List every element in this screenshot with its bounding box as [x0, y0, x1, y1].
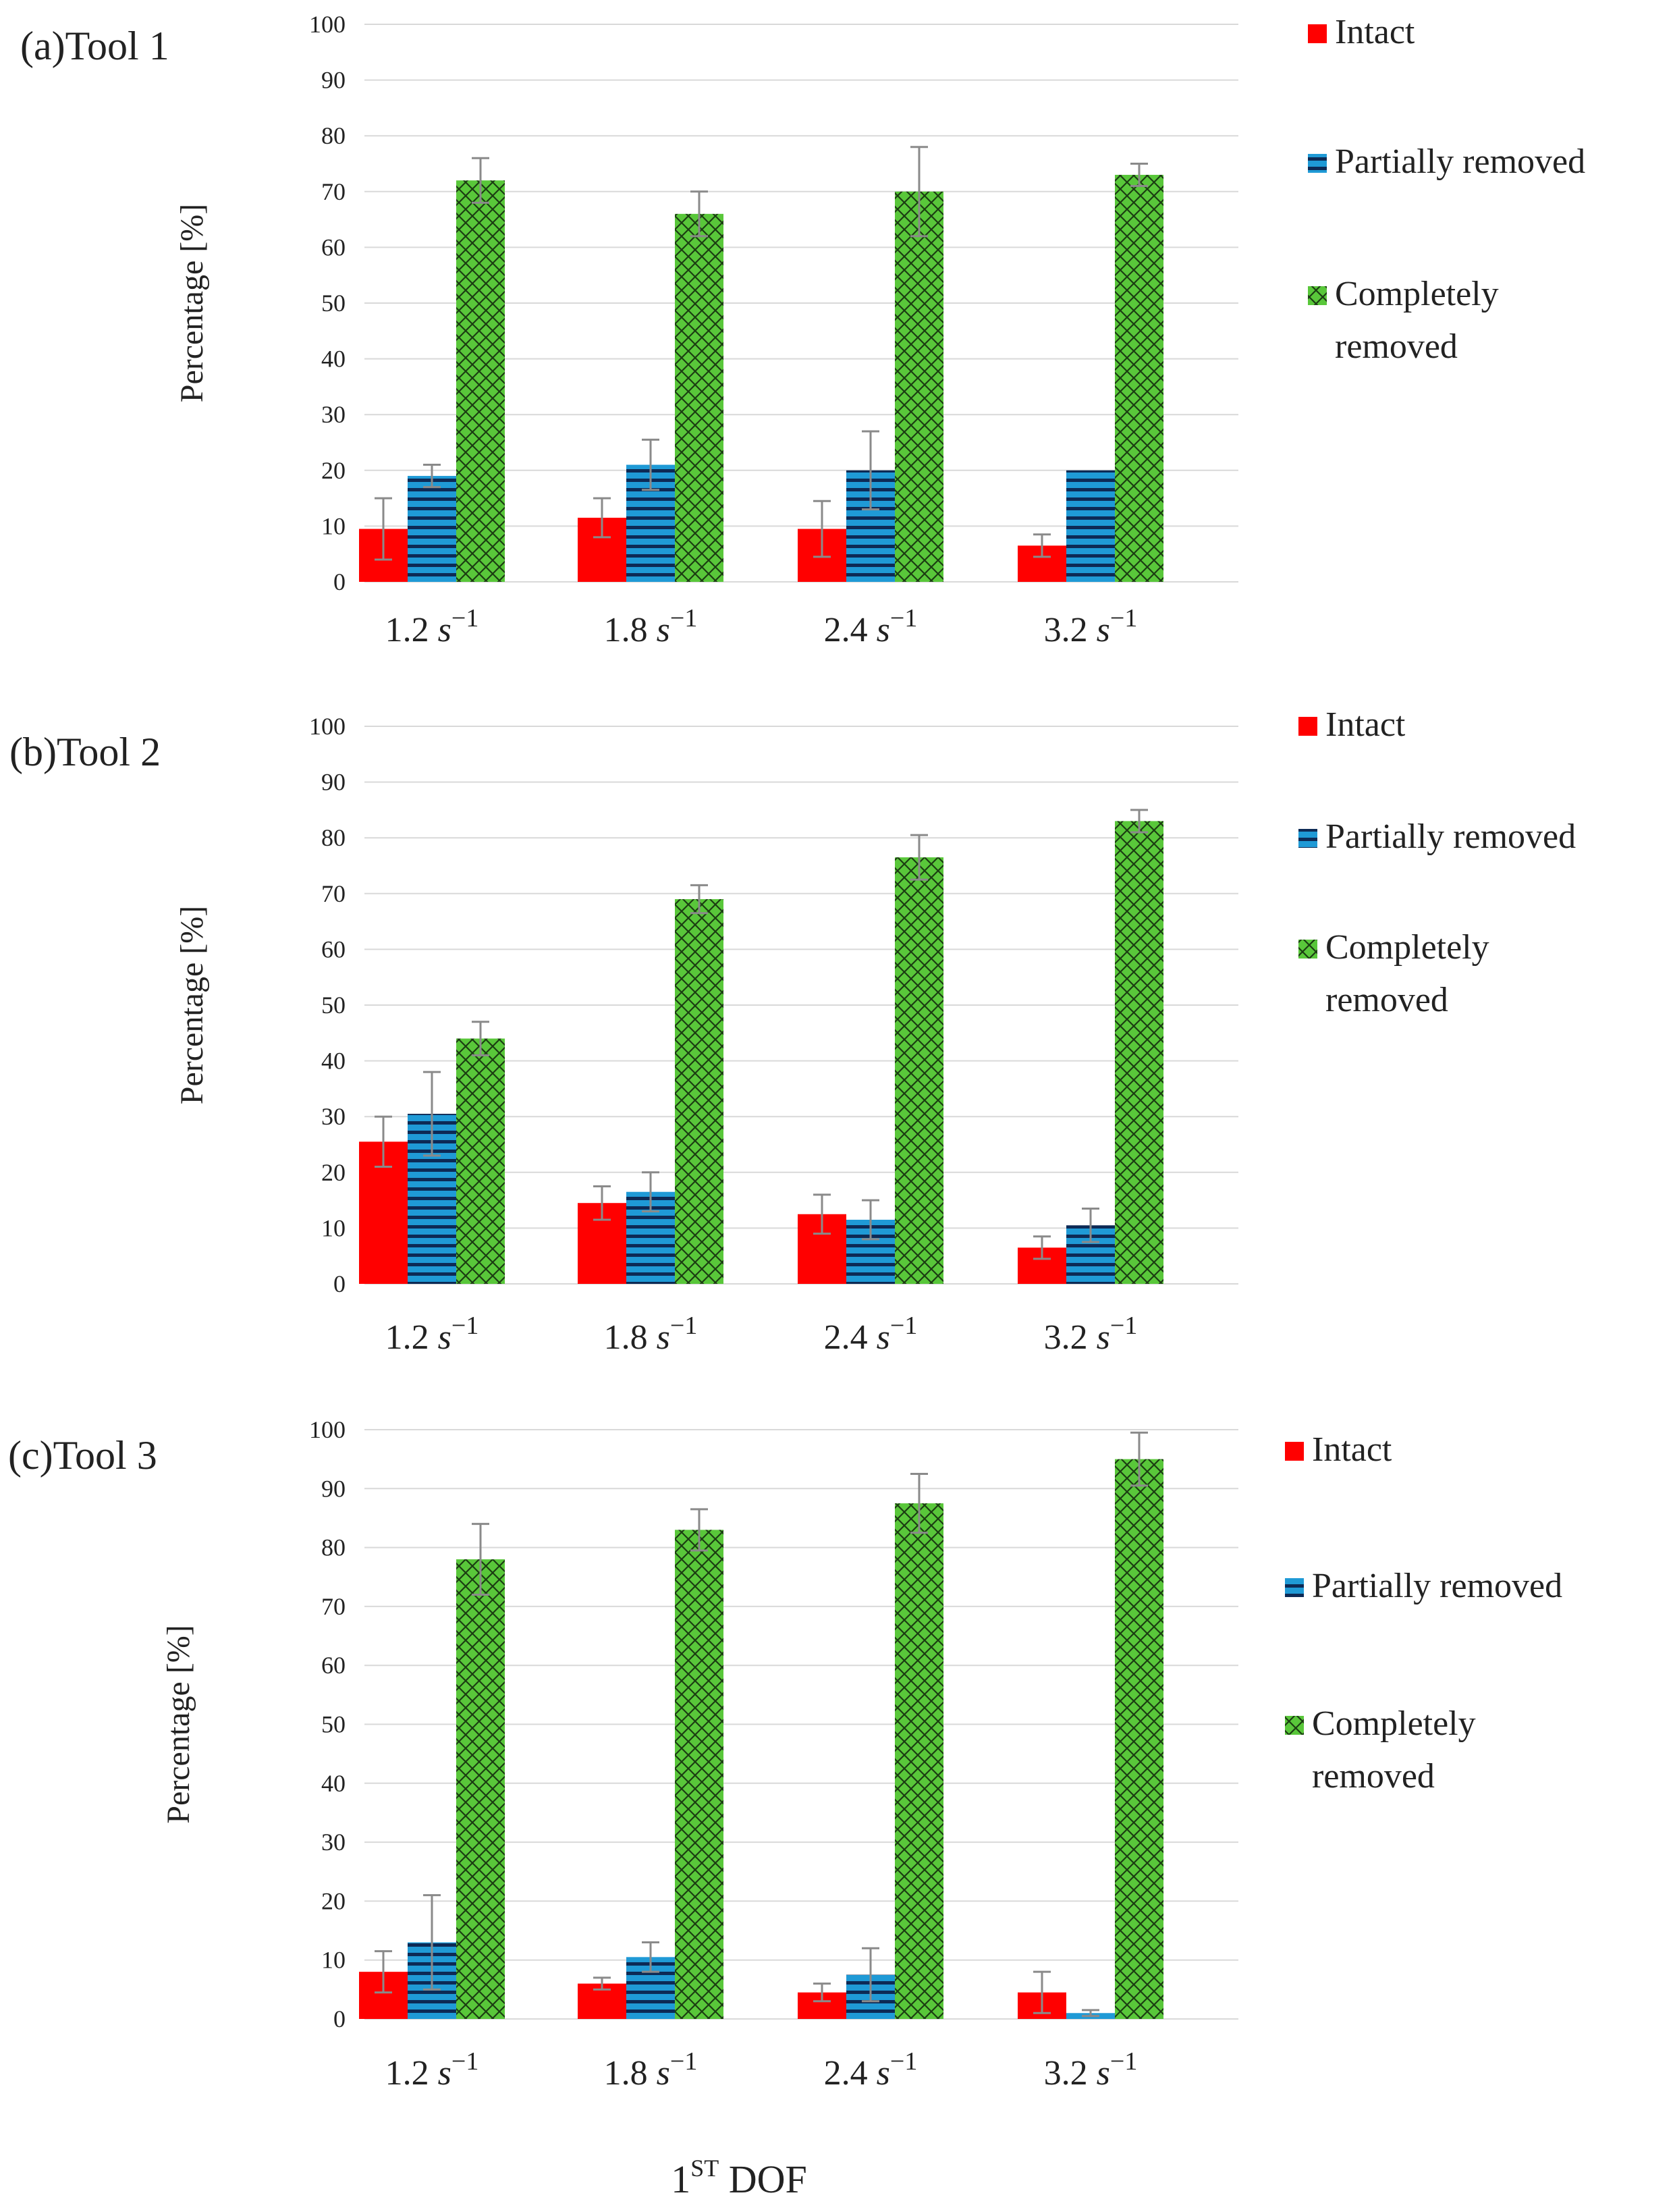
bar-completely-removed	[675, 899, 723, 1284]
y-tick-label: 0	[333, 568, 346, 595]
y-tick-label: 100	[309, 11, 346, 38]
panel-title: (b)Tool 2	[9, 730, 161, 774]
y-tick-label: 70	[321, 178, 346, 205]
legend-swatch-intact	[1308, 24, 1327, 43]
x-axis-title: 1ST DOF	[671, 2155, 807, 2201]
bar-completely-removed	[895, 1503, 943, 2019]
chart-panel-3: 0 10 20 30 40 50 60 70 80 90 100 (c)Tool 3 Percentag…	[8, 1416, 1562, 2093]
x-tick-label: 2.4 s−1	[824, 1312, 918, 1357]
legend-label-completely-removed: removed	[1312, 1757, 1435, 1796]
y-tick-label: 20	[321, 457, 346, 484]
y-tick-label: 40	[321, 1770, 346, 1797]
bar-completely-removed	[1115, 1459, 1163, 2019]
legend-label-completely-removed: Completely	[1312, 1704, 1476, 1743]
bar-completely-removed	[895, 857, 943, 1284]
y-axis-label: Percentage [%]	[174, 204, 210, 403]
y-tick-label: 50	[321, 1711, 346, 1738]
bar-completely-removed	[1115, 175, 1163, 582]
bar-partially-removed	[408, 476, 456, 582]
legend-swatch-completely-removed	[1285, 1716, 1304, 1735]
bar-completely-removed	[675, 213, 723, 583]
y-tick-label: 20	[321, 1887, 346, 1914]
y-axis-label: Percentage [%]	[174, 906, 210, 1105]
y-tick-label: 10	[321, 1214, 346, 1241]
y-tick-label: 10	[321, 512, 346, 539]
legend-label-partially-removed: Partially removed	[1325, 817, 1576, 856]
y-tick-label: 50	[321, 992, 346, 1019]
y-tick-label: 60	[321, 1652, 346, 1679]
y-tick-label: 70	[321, 880, 346, 907]
y-tick-label: 40	[321, 1048, 346, 1075]
x-tick-label: 2.4 s−1	[824, 604, 918, 649]
chart-panel-2: 0 10 20 30 40 50 60 70 80 90 100 (b)Tool 2 Percentag…	[9, 705, 1576, 1357]
y-tick-label: 80	[321, 1534, 346, 1561]
y-tick-label: 30	[321, 401, 346, 428]
y-tick-label: 100	[309, 713, 346, 740]
legend-swatch-partially-removed	[1285, 1578, 1304, 1597]
legend-label-completely-removed: removed	[1325, 981, 1448, 1019]
legend-label-completely-removed: Completely	[1335, 275, 1499, 313]
y-tick-label: 90	[321, 67, 346, 94]
y-tick-label: 60	[321, 936, 346, 963]
bar-completely-removed	[456, 1038, 505, 1284]
y-axis-label: Percentage [%]	[161, 1625, 196, 1824]
bar-partially-removed	[1066, 470, 1115, 582]
y-tick-label: 50	[321, 290, 346, 317]
legend-swatch-completely-removed	[1308, 286, 1327, 305]
legend-swatch-intact	[1298, 717, 1317, 736]
y-tick-label: 70	[321, 1593, 346, 1620]
bar-completely-removed	[675, 1530, 723, 2019]
chart-panel-1: 0 10 20 30 40 50 60 70 80 90 100 (a)Tool 1 Percentag…	[20, 11, 1585, 649]
x-tick-label: 1.8 s−1	[604, 1312, 698, 1357]
x-tick-label: 1.2 s−1	[385, 2047, 479, 2093]
bar-completely-removed	[895, 191, 943, 582]
y-tick-label: 0	[333, 1270, 346, 1297]
legend-label-partially-removed: Partially removed	[1312, 1567, 1562, 1605]
legend-label-intact: Intact	[1325, 705, 1406, 744]
legend-swatch-partially-removed	[1308, 154, 1327, 173]
legend-swatch-partially-removed	[1298, 829, 1317, 848]
y-tick-label: 80	[321, 824, 346, 851]
bar-completely-removed	[456, 1559, 505, 2019]
x-tick-label: 1.2 s−1	[385, 604, 479, 649]
y-tick-label: 10	[321, 1947, 346, 1974]
y-tick-label: 20	[321, 1159, 346, 1186]
y-tick-label: 80	[321, 122, 346, 149]
y-tick-label: 90	[321, 1475, 346, 1502]
x-tick-label: 1.2 s−1	[385, 1312, 479, 1357]
y-tick-label: 30	[321, 1103, 346, 1130]
x-tick-label: 3.2 s−1	[1044, 1312, 1138, 1357]
y-tick-label: 0	[333, 2005, 346, 2032]
x-tick-label: 3.2 s−1	[1044, 2047, 1138, 2093]
bar-completely-removed	[1115, 821, 1163, 1284]
y-tick-label: 90	[321, 769, 346, 796]
y-tick-label: 40	[321, 346, 346, 373]
x-tick-label: 1.8 s−1	[604, 604, 698, 649]
bar-completely-removed	[456, 180, 505, 582]
panel-title: (a)Tool 1	[20, 24, 169, 68]
x-tick-label: 3.2 s−1	[1044, 604, 1138, 649]
legend-swatch-intact	[1285, 1442, 1304, 1461]
y-tick-label: 30	[321, 1829, 346, 1856]
y-tick-label: 100	[309, 1416, 346, 1443]
x-tick-label: 1.8 s−1	[604, 2047, 698, 2093]
legend-label-partially-removed: Partially removed	[1335, 142, 1585, 181]
legend-label-intact: Intact	[1312, 1430, 1392, 1469]
panel-title: (c)Tool 3	[8, 1433, 157, 1478]
y-tick-label: 60	[321, 234, 346, 261]
legend-label-completely-removed: removed	[1335, 327, 1458, 366]
legend-label-intact: Intact	[1335, 13, 1415, 51]
legend-label-completely-removed: Completely	[1325, 928, 1489, 967]
legend-swatch-completely-removed	[1298, 940, 1317, 959]
x-tick-label: 2.4 s−1	[824, 2047, 918, 2093]
